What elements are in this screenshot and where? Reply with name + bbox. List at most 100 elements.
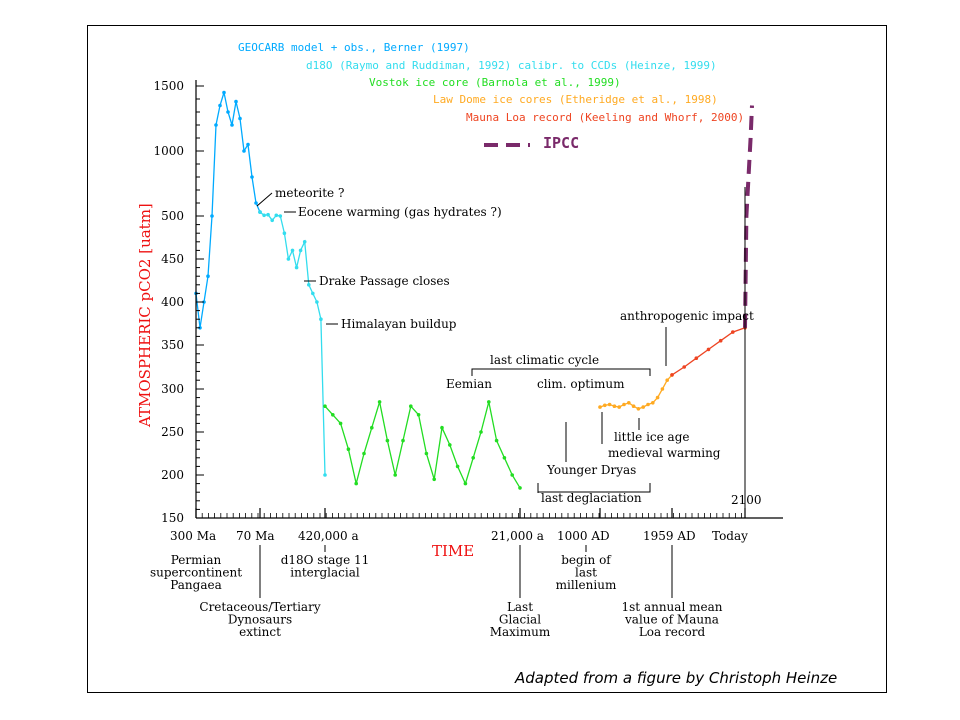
era-label: begin of <box>561 553 612 567</box>
series-point <box>354 481 359 486</box>
series-point <box>646 402 650 407</box>
era-label: interglacial <box>290 566 360 580</box>
series-point <box>603 403 607 408</box>
series-point <box>331 413 335 417</box>
y-tick-label: 400 <box>161 295 184 309</box>
annotation-label: Eemian <box>446 377 492 391</box>
annotation-label: Eocene warming (gas hydrates ?) <box>298 205 502 219</box>
series-point <box>455 464 460 469</box>
series-point <box>718 338 723 343</box>
series-point <box>670 373 674 377</box>
series-point <box>286 257 291 261</box>
series-point <box>440 425 444 430</box>
series-point <box>298 248 303 253</box>
series-point <box>258 210 262 214</box>
legend-label: IPCC <box>543 134 579 152</box>
legend-label: Vostok ice core (Barnola et al., 1999) <box>369 76 621 89</box>
era-label: Permian <box>171 553 222 567</box>
y-tick-label: 250 <box>161 425 184 439</box>
x-tick-label: Today <box>712 529 748 543</box>
series-point <box>502 456 507 460</box>
x-axis-title: TIME <box>432 542 474 560</box>
series-point <box>401 438 405 443</box>
era-label: Pangaea <box>170 578 222 592</box>
bracket-last-climatic-cycle <box>471 368 651 376</box>
y-tick-label: 500 <box>161 209 184 223</box>
series-point <box>655 395 660 400</box>
x-tick-label: 21,000 a <box>491 529 544 543</box>
series-point <box>234 99 238 104</box>
bracket-last-deglaciation <box>537 483 651 493</box>
series-point <box>660 387 665 391</box>
era-label: last <box>575 566 597 580</box>
series-point <box>323 404 327 409</box>
era-label: Maximum <box>490 625 551 639</box>
series-point <box>510 473 514 477</box>
era-label: Dynosaurs <box>228 613 292 627</box>
series-point <box>302 240 307 244</box>
series-point <box>266 212 270 217</box>
era-label: Glacial <box>499 613 541 627</box>
annotation-label: meteorite ? <box>275 186 344 200</box>
series-point <box>230 123 234 127</box>
series-point <box>706 347 711 352</box>
annotation-label: anthropogenic impact <box>620 309 754 323</box>
series-point <box>448 443 452 447</box>
series-point <box>246 142 250 147</box>
series-point <box>424 451 429 456</box>
y-tick-label: 1000 <box>153 144 184 158</box>
series-point <box>607 402 612 407</box>
y-tick-label: 350 <box>161 338 184 352</box>
series-point <box>210 214 214 218</box>
era-label: Loa record <box>639 625 706 639</box>
series-point <box>362 451 366 456</box>
series-point <box>432 477 437 482</box>
series-point <box>346 447 351 452</box>
series-point <box>377 400 382 404</box>
annotation-label: last deglaciation <box>541 491 642 505</box>
y-tick-label: 150 <box>161 511 184 525</box>
series-point <box>694 356 699 361</box>
series-point <box>479 430 483 434</box>
legend-label: Law Dome ice cores (Etheridge et al., 19… <box>433 93 718 106</box>
series-point <box>282 231 287 235</box>
series-point <box>226 110 230 114</box>
series-point <box>731 330 735 334</box>
y-tick-label: 200 <box>161 468 184 482</box>
y-tick-label: 300 <box>161 382 184 396</box>
era-label: Last <box>507 600 533 614</box>
x-tick-label: 1000 AD <box>557 529 610 543</box>
series-line <box>743 105 754 328</box>
y-axis-title: ATMOSPHERIC pCO2 [uatm] <box>136 203 154 428</box>
series-line <box>599 374 673 410</box>
series-point <box>206 274 210 279</box>
series-point <box>242 149 246 153</box>
series-point <box>338 421 343 426</box>
series-point <box>641 405 645 409</box>
series-point <box>307 283 311 287</box>
series-point <box>598 405 602 409</box>
series-point <box>636 407 641 411</box>
series-point <box>612 404 617 409</box>
legend-label: Mauna Loa record (Keeling and Whorf, 200… <box>466 111 744 124</box>
series-point <box>471 456 476 460</box>
annotation-label: last climatic cycle <box>490 353 599 367</box>
legend-label: GEOCARB model + obs., Berner (1997) <box>238 41 470 54</box>
series-point <box>463 481 468 486</box>
series-point <box>409 404 413 409</box>
series-point <box>218 103 222 108</box>
series-point <box>222 90 226 95</box>
y-tick-label: 450 <box>161 252 184 266</box>
series-line <box>324 401 521 489</box>
annotation-leader <box>256 192 273 207</box>
era-label: value of Mauna <box>624 613 719 627</box>
series-point <box>278 214 283 218</box>
series-point <box>385 438 390 443</box>
series-point <box>416 413 421 417</box>
x-tick-label: 420,000 a <box>298 529 359 543</box>
series-point <box>323 473 327 477</box>
series-point <box>315 300 319 304</box>
annotation-label: little ice age <box>614 430 690 444</box>
annotation-label: Drake Passage closes <box>319 274 450 288</box>
